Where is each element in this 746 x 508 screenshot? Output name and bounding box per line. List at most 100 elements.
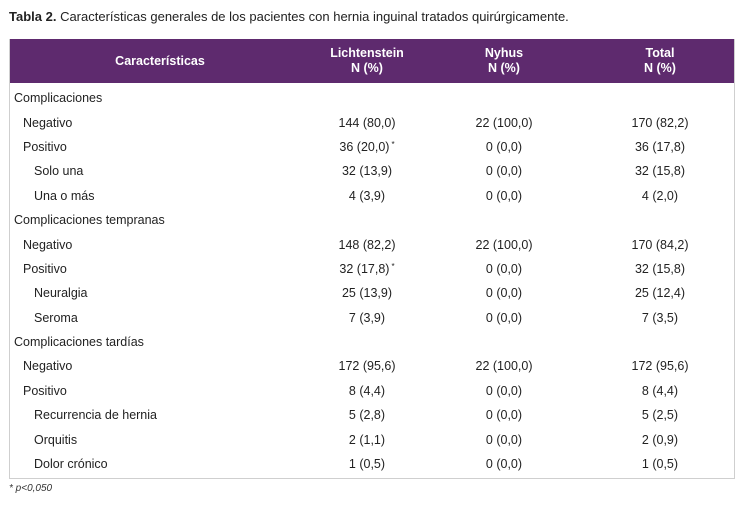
cell-nyhus: 22 (100,0) xyxy=(475,359,533,374)
header-col1-unit: N (%) xyxy=(351,61,383,75)
cell-lichtenstein-value: 148 (82,2) xyxy=(338,237,396,252)
table-footnote: * p<0,050 xyxy=(9,483,53,494)
cell-lichtenstein: 7 (3,9) xyxy=(310,311,424,325)
cell-lichtenstein-value: 32 (13,9) xyxy=(341,164,393,179)
cell-total: 5 (2,5) xyxy=(641,408,679,423)
cell-total: 8 (4,4) xyxy=(641,383,679,398)
cell-lichtenstein: 5 (2,8) xyxy=(310,408,424,422)
cell-total: 32 (15,8) xyxy=(634,261,686,276)
cell-lichtenstein-value: 8 (4,4) xyxy=(348,383,386,398)
cell-nyhus: 0 (0,0) xyxy=(485,408,523,423)
table-row: Seroma 7 (3,9) 0 (0,0) 7 (3,5) xyxy=(10,306,734,330)
table-row: Positivo 8 (4,4) 0 (0,0) 8 (4,4) xyxy=(10,379,734,403)
cell-nyhus: 0 (0,0) xyxy=(485,432,523,447)
row-label: Negativo xyxy=(23,359,73,374)
cell-lichtenstein: 25 (13,9) xyxy=(310,286,424,300)
row-label: Positivo xyxy=(23,139,67,154)
cell-total: 172 (95,6) xyxy=(631,359,689,374)
cell-lichtenstein-value: 4 (3,9) xyxy=(348,188,386,203)
cell-nyhus: 0 (0,0) xyxy=(485,286,523,301)
cell-lichtenstein-value: 7 (3,9) xyxy=(348,310,386,325)
cell-lichtenstein-value: 25 (13,9) xyxy=(341,286,393,301)
cell-lichtenstein: 172 (95,6) xyxy=(310,359,424,373)
header-col3-unit: N (%) xyxy=(644,61,676,75)
cell-lichtenstein-value: 32 (17,8) xyxy=(339,261,390,276)
cell-lichtenstein: 144 (80,0) xyxy=(310,116,424,130)
row-label: Solo una xyxy=(34,164,84,179)
cell-nyhus: 0 (0,0) xyxy=(485,457,523,472)
cell-total: 170 (82,2) xyxy=(631,115,689,130)
row-label: Complicaciones tempranas xyxy=(14,213,165,228)
cell-lichtenstein: 32 (13,9) xyxy=(310,164,424,178)
cell-lichtenstein: 2 (1,1) xyxy=(310,433,424,447)
table-row: Neuralgia 25 (13,9) 0 (0,0) 25 (12,4) xyxy=(10,281,734,305)
row-label: Orquitis xyxy=(34,432,78,447)
header-nyhus: Nyhus N (%) xyxy=(424,46,584,76)
table-header: Características Lichtenstein N (%) Nyhus… xyxy=(10,39,734,83)
table-row: Negativo 148 (82,2) 22 (100,0) 170 (84,2) xyxy=(10,232,734,256)
cell-lichtenstein: 148 (82,2) xyxy=(310,238,424,252)
cell-total: 32 (15,8) xyxy=(634,164,686,179)
cell-lichtenstein-value: 2 (1,1) xyxy=(348,432,386,447)
cell-nyhus: 22 (100,0) xyxy=(475,237,533,252)
row-label: Complicaciones tardías xyxy=(14,335,144,350)
table-row: Dolor crónico 1 (0,5) 0 (0,0) 1 (0,5) xyxy=(10,452,734,476)
cell-total: 25 (12,4) xyxy=(634,286,686,301)
cell-nyhus: 0 (0,0) xyxy=(485,310,523,325)
cell-lichtenstein: 4 (3,9) xyxy=(310,189,424,203)
table-row: Complicaciones xyxy=(10,86,734,110)
table-row: Complicaciones tardías xyxy=(10,330,734,354)
table-frame: Características Lichtenstein N (%) Nyhus… xyxy=(9,39,735,480)
table-row: Complicaciones tempranas xyxy=(10,208,734,232)
significance-mark: * xyxy=(391,139,395,149)
row-label: Una o más xyxy=(34,188,95,203)
table-row: Orquitis 2 (1,1) 0 (0,0) 2 (0,9) xyxy=(10,427,734,451)
header-col1-title: Lichtenstein xyxy=(330,46,404,60)
row-label: Negativo xyxy=(23,115,73,130)
cell-total: 36 (17,8) xyxy=(634,139,686,154)
caption-label: Tabla 2. xyxy=(9,9,57,24)
row-label: Complicaciones xyxy=(14,91,103,106)
header-caracteristicas: Características xyxy=(10,54,310,69)
cell-lichtenstein: 36 (20,0) * xyxy=(310,140,424,154)
cell-lichtenstein-value: 144 (80,0) xyxy=(338,115,396,130)
table-row: Negativo 172 (95,6) 22 (100,0) 172 (95,6) xyxy=(10,354,734,378)
cell-lichtenstein: 32 (17,8) * xyxy=(310,262,424,276)
header-col2-title: Nyhus xyxy=(484,46,524,60)
row-label: Positivo xyxy=(23,261,67,276)
row-label: Negativo xyxy=(23,237,73,252)
caption-text: Características generales de los pacient… xyxy=(56,9,569,24)
significance-mark: * xyxy=(391,261,395,271)
cell-nyhus: 0 (0,0) xyxy=(485,164,523,179)
table-row: Una o más 4 (3,9) 0 (0,0) 4 (2,0) xyxy=(10,184,734,208)
header-col3-title: Total xyxy=(645,46,675,60)
header-total: Total N (%) xyxy=(584,46,736,76)
cell-nyhus: 0 (0,0) xyxy=(485,188,523,203)
row-label: Positivo xyxy=(23,383,67,398)
table-row: Solo una 32 (13,9) 0 (0,0) 32 (15,8) xyxy=(10,159,734,183)
cell-total: 4 (2,0) xyxy=(641,188,679,203)
cell-lichtenstein-value: 172 (95,6) xyxy=(338,359,396,374)
header-col2-unit: N (%) xyxy=(488,61,520,75)
table-caption: Tabla 2. Características generales de lo… xyxy=(9,9,569,24)
row-label: Seroma xyxy=(34,310,78,325)
header-lichtenstein: Lichtenstein N (%) xyxy=(310,46,424,76)
cell-lichtenstein-value: 5 (2,8) xyxy=(348,408,386,423)
cell-total: 1 (0,5) xyxy=(641,457,679,472)
cell-lichtenstein-value: 1 (0,5) xyxy=(348,457,386,472)
cell-total: 170 (84,2) xyxy=(631,237,689,252)
table-row: Recurrencia de hernia 5 (2,8) 0 (0,0) 5 (2,… xyxy=(10,403,734,427)
cell-total: 2 (0,9) xyxy=(641,432,679,447)
cell-lichtenstein: 8 (4,4) xyxy=(310,384,424,398)
table-row: Negativo 144 (80,0) 22 (100,0) 170 (82,2) xyxy=(10,110,734,134)
table-row: Positivo 36 (20,0) * 0 (0,0) 36 (17,8) xyxy=(10,135,734,159)
row-label: Dolor crónico xyxy=(34,457,108,472)
cell-lichtenstein: 1 (0,5) xyxy=(310,457,424,471)
row-label: Recurrencia de hernia xyxy=(34,408,157,423)
row-label: Neuralgia xyxy=(34,286,88,301)
table-row: Positivo 32 (17,8) * 0 (0,0) 32 (15,8) xyxy=(10,257,734,281)
cell-total: 7 (3,5) xyxy=(641,310,679,325)
data-table: Características Lichtenstein N (%) Nyhus… xyxy=(9,39,735,480)
cell-nyhus: 22 (100,0) xyxy=(475,115,533,130)
cell-nyhus: 0 (0,0) xyxy=(485,139,523,154)
